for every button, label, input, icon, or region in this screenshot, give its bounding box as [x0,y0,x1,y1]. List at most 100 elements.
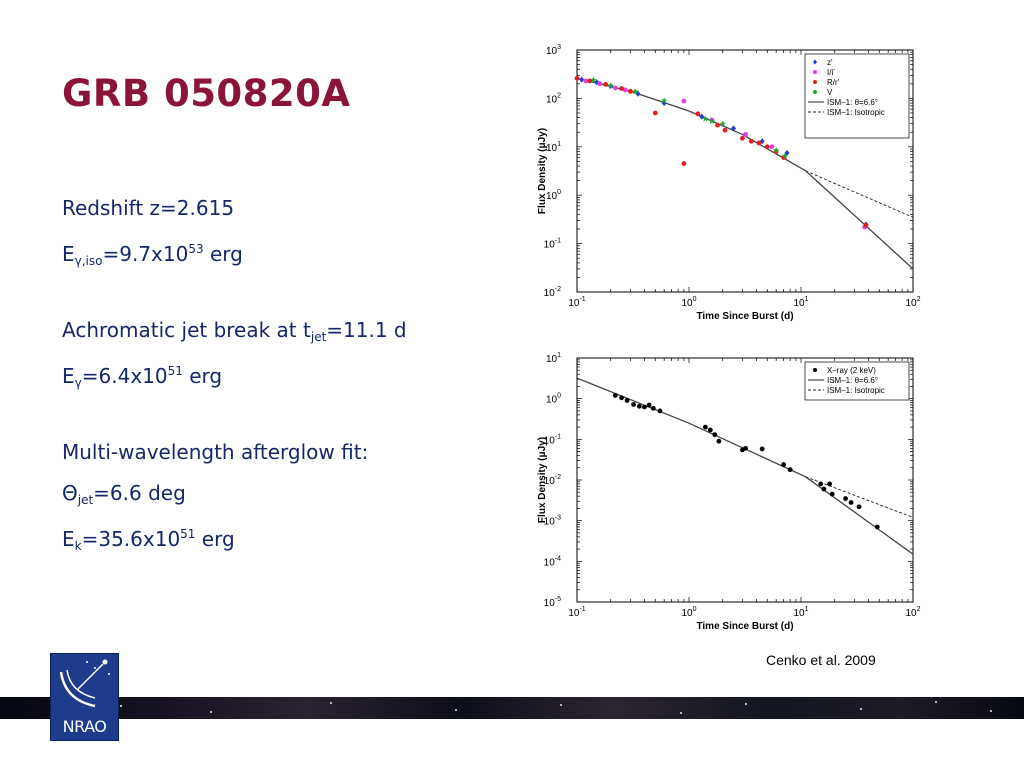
model-line [805,476,913,518]
y-tick-label: 101 [546,141,561,154]
legend-label: ISM–1: Isotropic [827,386,885,395]
y-tick-label: 10-5 [544,596,561,609]
data-point [650,405,656,411]
data-point [843,496,848,501]
y-tick-label: 10-2 [544,286,561,299]
data-point [848,500,854,505]
legend-label: z' [827,58,833,67]
data-point [874,524,880,530]
data-point [731,125,737,132]
data-point [657,408,663,414]
legend-label: X–ray (2 keV) [827,366,876,375]
data-point [652,110,658,116]
data-point [619,395,624,401]
data-point [707,427,713,433]
data-point [574,75,580,81]
y-tick-label: 100 [546,189,561,202]
data-point [583,78,589,84]
data-point [702,424,708,430]
y-tick-label: 101 [546,352,561,365]
facts-list: Redshift z=2.615 Eγ,iso=9.7x1053 erg Ach… [62,192,502,559]
legend-marker [813,90,817,94]
data-point [635,90,641,97]
data-point [681,98,687,104]
data-point [612,85,618,91]
data-point [756,140,762,146]
data-point [607,82,614,89]
data-point [702,115,709,122]
legend-label: I/i' [827,68,835,77]
e-gamma-line: Eγ=6.4x1051 erg [62,364,223,390]
legend-marker [813,59,817,65]
data-point [597,81,603,87]
data-point [590,76,597,83]
data-point [719,120,726,127]
legend-label: ISM–1: θ=6.6° [827,376,878,385]
data-point [769,144,775,150]
data-point [781,152,789,159]
data-point [612,393,618,398]
legend-label: V [827,88,833,97]
data-point [856,504,862,510]
galaxy-banner [0,697,1024,719]
data-point [660,97,668,104]
data-point [587,78,593,84]
y-tick-label: 10-2 [544,474,561,487]
data-point [827,481,832,487]
data-point [631,402,636,407]
optical-lightcurve-chart: 10-1 100 101 102 10-2 10-1 100 101 102 103 Time Si… [521,36,955,324]
data-point [642,404,647,410]
data-point [829,491,835,497]
e-iso-line: Eγ,iso=9.7x1053 erg [62,242,243,268]
data-point [781,462,787,467]
data-point [764,144,770,150]
legend-label: ISM–1: θ=6.6° [827,98,878,107]
data-point [863,222,869,228]
data-point [631,88,639,95]
jet-break-line: Achromatic jet break at tjet=11.1 d [62,318,407,344]
data-point [622,87,628,93]
nrao-logo: NRAO [50,653,119,741]
x-tick-label: 102 [905,296,920,309]
data-point [624,398,630,403]
legend-label: R/r' [827,78,840,87]
data-point [743,132,748,137]
radio-dish-icon [59,659,110,708]
x-tick-label: 102 [905,606,920,619]
legend-box [804,53,910,139]
y-axis-label: Flux Density (μJy) [537,437,548,523]
y-tick-label: 102 [546,92,561,105]
model-line [805,170,913,218]
legend-marker [813,80,817,84]
data-point [594,79,600,86]
data-point [579,76,585,83]
data-point [708,117,716,125]
data-point [821,486,827,492]
x-tick-label: 10-1 [568,296,585,309]
data-point [681,161,687,166]
data-point [712,432,718,438]
data-point [784,149,790,156]
data-point [646,402,652,408]
redshift-line: Redshift z=2.615 [62,196,235,220]
data-point [818,481,824,487]
x-tick-label: 100 [681,606,696,619]
y-tick-label: 10-3 [544,515,561,528]
theta-jet-line: Θjet=6.6 deg [62,481,186,507]
data-point [716,438,722,444]
slide-title: GRB 050820A [62,72,351,115]
y-tick-label: 10-1 [544,433,561,446]
data-point [759,138,765,145]
x-axis-label: Time Since Burst (d) [696,621,793,632]
y-tick-label: 10-1 [544,238,561,251]
data-point [715,122,720,128]
nrao-wordmark: NRAO [62,717,107,736]
data-point [695,111,701,117]
x-tick-label: 101 [793,296,808,309]
data-point [619,86,624,91]
xray-lightcurve-chart: 10-1 100 101 102 10-5 10-4 10-3 10-2 10-1 100 101 T… [521,340,955,632]
y-tick-label: 10-4 [544,555,561,568]
data-point [743,445,748,451]
data-point [603,81,608,87]
legend-marker [813,368,817,372]
